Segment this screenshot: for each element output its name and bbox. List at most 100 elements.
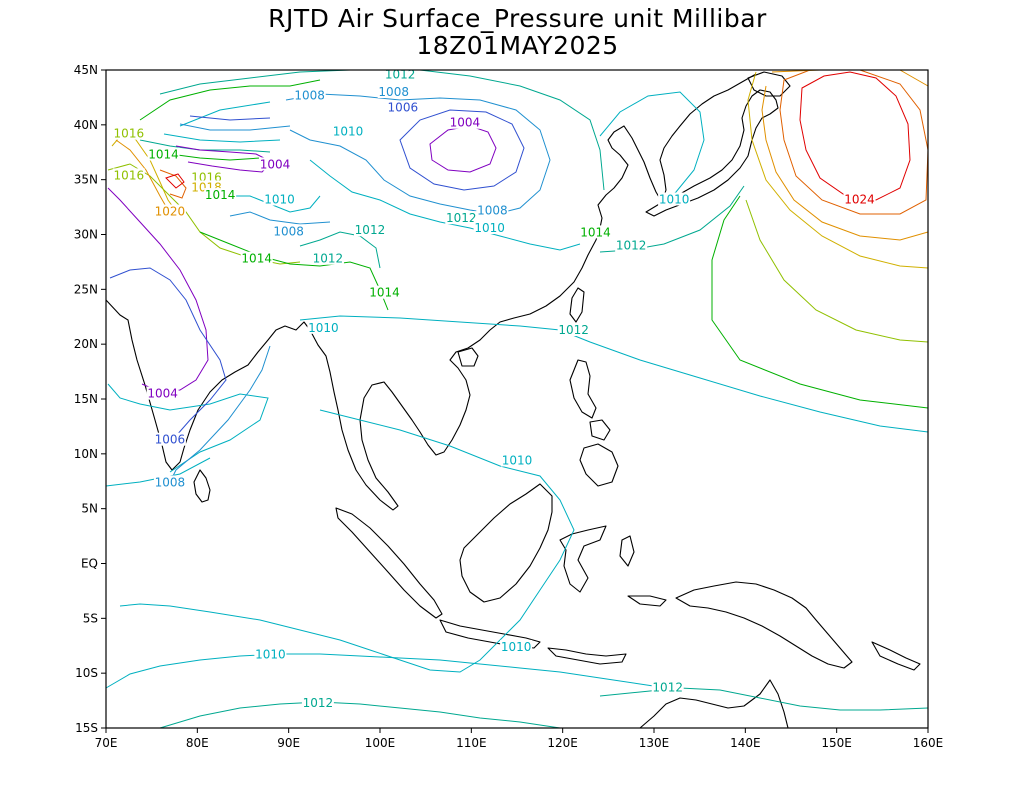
contour-label-background	[476, 203, 509, 217]
contour-label-background	[353, 223, 386, 237]
contour-label: 1008	[273, 224, 304, 238]
contour-label: 1010	[308, 321, 339, 335]
hainan	[457, 347, 479, 367]
contour-label: 1010	[474, 221, 505, 235]
contour-label-background	[153, 475, 186, 489]
luzon	[569, 359, 597, 419]
solomon	[871, 641, 921, 671]
contour-label: 1014	[241, 252, 272, 266]
contour-label-background	[254, 647, 287, 661]
y-tick-label: 40N	[74, 118, 98, 132]
hokkaido	[747, 71, 791, 97]
isobar-1020	[761, 69, 929, 241]
contour-label-background	[146, 386, 179, 400]
latitude-ticks: 45N 40N 35N 30N 25N 20N 15N 10N 5N EQ 5S 10S 15S	[74, 63, 106, 735]
contour-label: 1014	[369, 286, 400, 300]
contour-label: 1006	[388, 100, 419, 114]
isobar-1004-mongolia	[429, 125, 497, 173]
y-tick-label: 15S	[75, 721, 98, 735]
isobar-1012-bottom	[159, 687, 929, 729]
contour-label-background	[368, 285, 401, 299]
contour-label: 1012	[616, 239, 647, 253]
asia-south-coastline	[105, 125, 663, 511]
isobar-1004-india	[107, 187, 209, 393]
isobar-1010-south	[105, 653, 681, 691]
y-tick-label: 25N	[74, 282, 98, 296]
x-tick-label: 100E	[365, 736, 396, 750]
contour-label-background	[112, 168, 145, 182]
contour-label: 1016	[114, 168, 145, 182]
y-tick-label: 5S	[83, 611, 98, 625]
contour-label: 1014	[580, 225, 611, 239]
y-tick-label: EQ	[81, 557, 98, 571]
x-tick-label: 90E	[277, 736, 300, 750]
contour-label-background	[301, 695, 334, 709]
contour-label: 1008	[155, 475, 186, 489]
borneo	[459, 483, 553, 603]
contour-label-background	[153, 204, 186, 218]
australia-north	[639, 679, 789, 729]
contour-label-background	[658, 192, 691, 206]
contour-label-background	[579, 225, 612, 239]
contour-label-background	[843, 192, 876, 206]
contour-label-background	[272, 224, 305, 238]
contour-label: 1014	[148, 148, 179, 162]
isobar-1008-mongolia	[285, 93, 551, 215]
contour-label-background	[557, 323, 590, 337]
contour-label: 1012	[385, 67, 416, 81]
y-tick-label: 15N	[74, 392, 98, 406]
chart-title: RJTD Air Surface_Pressure unit Millibar	[268, 4, 767, 33]
sulawesi	[559, 525, 607, 593]
x-tick-label: 70E	[95, 736, 118, 750]
contour-label-background	[311, 251, 344, 265]
contour-label: 1010	[255, 648, 286, 662]
contour-label: 1016	[114, 127, 145, 141]
isobar-band-1010	[163, 133, 321, 213]
isobar-band-1020	[115, 139, 169, 211]
contour-label-background	[448, 115, 481, 129]
contour-label-background	[204, 188, 237, 202]
contour-label-background	[501, 453, 533, 467]
y-tick-label: 30N	[74, 228, 98, 242]
contour-label: 1012	[446, 211, 477, 225]
x-tick-label: 120E	[547, 736, 578, 750]
y-tick-label: 10S	[75, 666, 98, 680]
y-tick-label: 45N	[74, 63, 98, 77]
contour-label: 1012	[313, 252, 344, 266]
isobar-1010-equator	[107, 383, 575, 673]
contour-label-background	[307, 320, 340, 334]
x-tick-label: 130E	[639, 736, 670, 750]
isobar-1022	[779, 69, 929, 215]
isobar-contours	[105, 69, 929, 729]
isobar-1018	[747, 71, 929, 269]
isobar-1014-north	[139, 79, 321, 121]
x-tick-label: 80E	[186, 736, 209, 750]
contour-label-background	[384, 67, 417, 81]
isobar-1008-india	[169, 345, 271, 483]
sri-lanka	[193, 469, 211, 503]
x-tick-label: 160E	[913, 736, 944, 750]
sumatra	[335, 507, 443, 619]
isobar-1014-east	[711, 195, 929, 409]
contour-label-background	[112, 126, 145, 140]
isobar-band-1008	[179, 123, 331, 225]
contour-label-background	[293, 88, 326, 102]
isobar-band-1014	[149, 149, 389, 311]
contour-label-background	[258, 157, 291, 171]
longitude-ticks: 70E 80E 90E 100E 110E 120E 130E 140E 150E 160E	[95, 728, 944, 750]
isobar-1016	[745, 199, 929, 343]
lesser-sunda	[547, 647, 627, 665]
isobar-1012-north	[159, 69, 605, 191]
contour-label: 1020	[155, 205, 186, 219]
contour-label-background	[445, 211, 478, 225]
mindanao	[579, 443, 619, 487]
korea-russia-coastline	[659, 73, 757, 203]
chart-subtitle: 18Z01MAY2025	[416, 31, 619, 60]
isobar-1010-central	[179, 91, 705, 251]
contour-label: 1004	[147, 387, 178, 401]
contour-label-background	[377, 85, 410, 99]
contour-label-background	[332, 124, 365, 138]
isobar-band-1024	[165, 173, 185, 189]
contour-label-background	[153, 432, 186, 446]
